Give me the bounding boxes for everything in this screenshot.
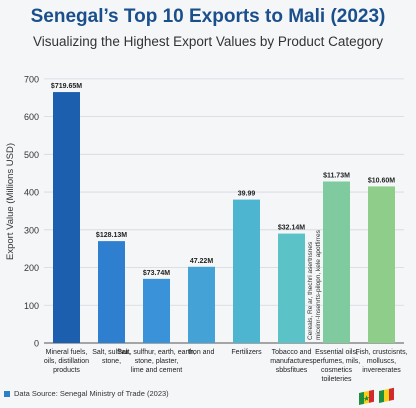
source-note: Data Source: Senegal Ministry of Trade (… bbox=[4, 389, 169, 398]
x-tick-label: molluscs, bbox=[367, 358, 396, 365]
y-tick-label: 700 bbox=[24, 74, 39, 84]
y-tick-label: 0 bbox=[34, 339, 39, 349]
y-tick-label: 200 bbox=[24, 263, 39, 273]
data-label: $719.65M bbox=[51, 83, 82, 90]
data-label: $10.60M bbox=[368, 177, 395, 184]
data-label: 39.99 bbox=[238, 191, 256, 198]
x-tick-label: Iron and bbox=[189, 349, 215, 356]
data-label: $73.74M bbox=[143, 270, 170, 277]
bar bbox=[368, 186, 395, 343]
y-tick-label: 500 bbox=[24, 150, 39, 160]
x-tick-label: Fertilizers bbox=[231, 349, 262, 356]
bar bbox=[278, 233, 305, 343]
y-tick-label: 300 bbox=[24, 225, 39, 235]
chart-subtitle: Visualizing the Highest Export Values by… bbox=[33, 34, 383, 49]
chart-title: Senegal’s Top 10 Exports to Mali (2023) bbox=[30, 6, 386, 27]
data-label: $32.14M bbox=[278, 225, 305, 232]
bar bbox=[143, 278, 170, 343]
x-tick-label: Tobacco and bbox=[272, 349, 312, 356]
data-label: $11.73M bbox=[323, 173, 350, 180]
x-tick-label: toileteries bbox=[322, 376, 352, 383]
x-tick-label: manufactures bbox=[270, 358, 313, 365]
bar bbox=[233, 199, 260, 343]
x-tick-label: cosmetics bbox=[321, 367, 353, 374]
x-tick-label: oils, distillation bbox=[44, 358, 89, 365]
bar bbox=[98, 241, 125, 343]
bar bbox=[323, 181, 350, 343]
x-tick-label: products bbox=[53, 367, 80, 374]
y-tick-label: 100 bbox=[24, 301, 39, 311]
data-label: 47.22M bbox=[190, 258, 214, 265]
y-axis-label: Export Value (Millions USD) bbox=[5, 143, 16, 260]
source-text: Data Source: Senegal Ministry of Trade (… bbox=[14, 389, 169, 398]
x-tick-label: stone, plaster, bbox=[135, 358, 179, 365]
x-tick-label: perfumes, mils, bbox=[313, 358, 361, 365]
x-tick-label: Essential oils, bbox=[315, 349, 358, 356]
bar-annotation: micxinr-Insenrts-pilopn, kele apotfirres bbox=[315, 229, 322, 340]
x-tick-label: invereerates bbox=[362, 367, 401, 374]
y-tick-label: 600 bbox=[24, 112, 39, 122]
y-tick-label: 400 bbox=[24, 188, 39, 198]
data-label: $128.13M bbox=[96, 232, 127, 239]
x-tick-label: Salt, sulfhur, bbox=[92, 349, 131, 356]
x-tick-label: stone, bbox=[102, 358, 121, 365]
bar bbox=[188, 266, 215, 343]
x-tick-label: Salt, sulfhur, earth, earth, bbox=[117, 349, 195, 356]
x-tick-label: Fish, crustcisnts, bbox=[355, 349, 407, 356]
source-square-icon bbox=[4, 390, 10, 397]
flags-icon bbox=[357, 385, 405, 405]
x-tick-label: Mineral fuels, bbox=[46, 349, 88, 356]
x-tick-label: sbbsfitues bbox=[276, 367, 308, 374]
bar-annotation: Cereals, Re ar, thechri asertnsnes bbox=[307, 241, 314, 340]
x-tick-label: lime and cement bbox=[131, 367, 182, 374]
bar bbox=[53, 92, 80, 343]
